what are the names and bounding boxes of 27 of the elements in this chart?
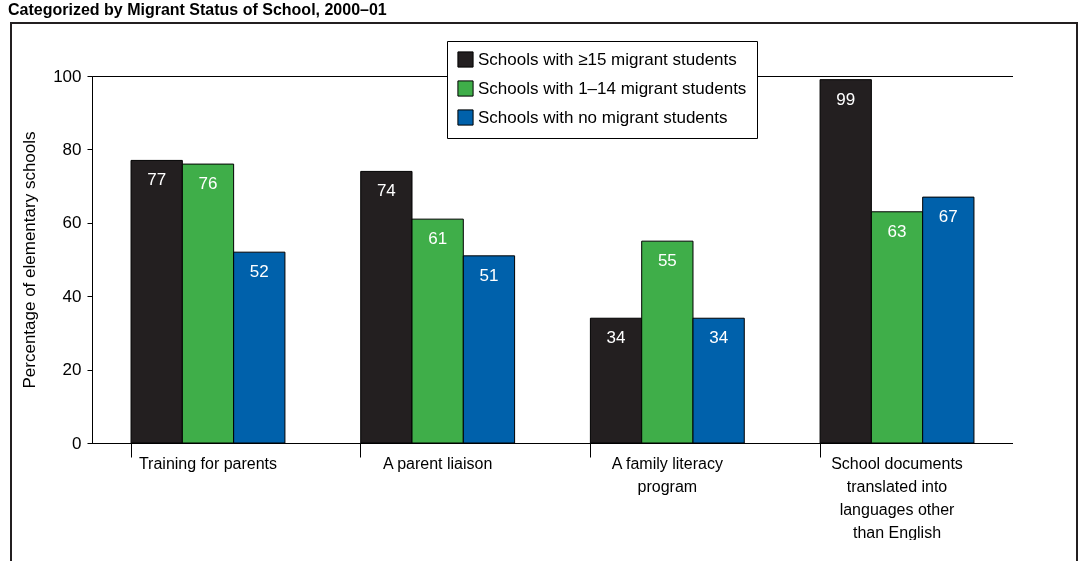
- data-label: 74: [376, 181, 396, 201]
- data-label: 99: [836, 89, 856, 109]
- data-label: 76: [198, 174, 218, 194]
- legend-label: Schools with no migrant students: [478, 107, 728, 127]
- y-tick-label: 80: [62, 139, 82, 159]
- x-tick-label: School documents translated into languages other than English: [831, 454, 963, 541]
- data-label: 63: [887, 221, 907, 241]
- y-axis-title: Percentage of elementary schools: [20, 131, 40, 389]
- y-tick-label: 60: [62, 213, 82, 233]
- data-label: 34: [709, 328, 729, 348]
- x-tick-label: A parent liaison: [382, 454, 493, 472]
- data-label: 67: [938, 207, 958, 227]
- x-tick-label: A family literacy program: [611, 454, 723, 495]
- data-label: 77: [147, 170, 167, 190]
- y-tick-label: 40: [62, 286, 82, 306]
- data-label: 55: [657, 251, 677, 271]
- data-label: 51: [479, 265, 499, 285]
- chart-title: Categorized by Migrant Status of School, 2000–01: [8, 0, 388, 20]
- y-tick-label: 0: [72, 433, 82, 453]
- data-label: 34: [606, 328, 626, 348]
- y-tick-label: 100: [53, 66, 82, 86]
- data-label: 52: [249, 262, 269, 282]
- y-tick-label: 20: [62, 360, 82, 380]
- legend-label: Schools with 1–14 migrant students: [478, 78, 747, 98]
- legend-label: Schools with ≥15 migrant students: [478, 49, 737, 69]
- x-tick-label: Training for parents: [138, 454, 278, 472]
- data-label: 61: [428, 229, 448, 249]
